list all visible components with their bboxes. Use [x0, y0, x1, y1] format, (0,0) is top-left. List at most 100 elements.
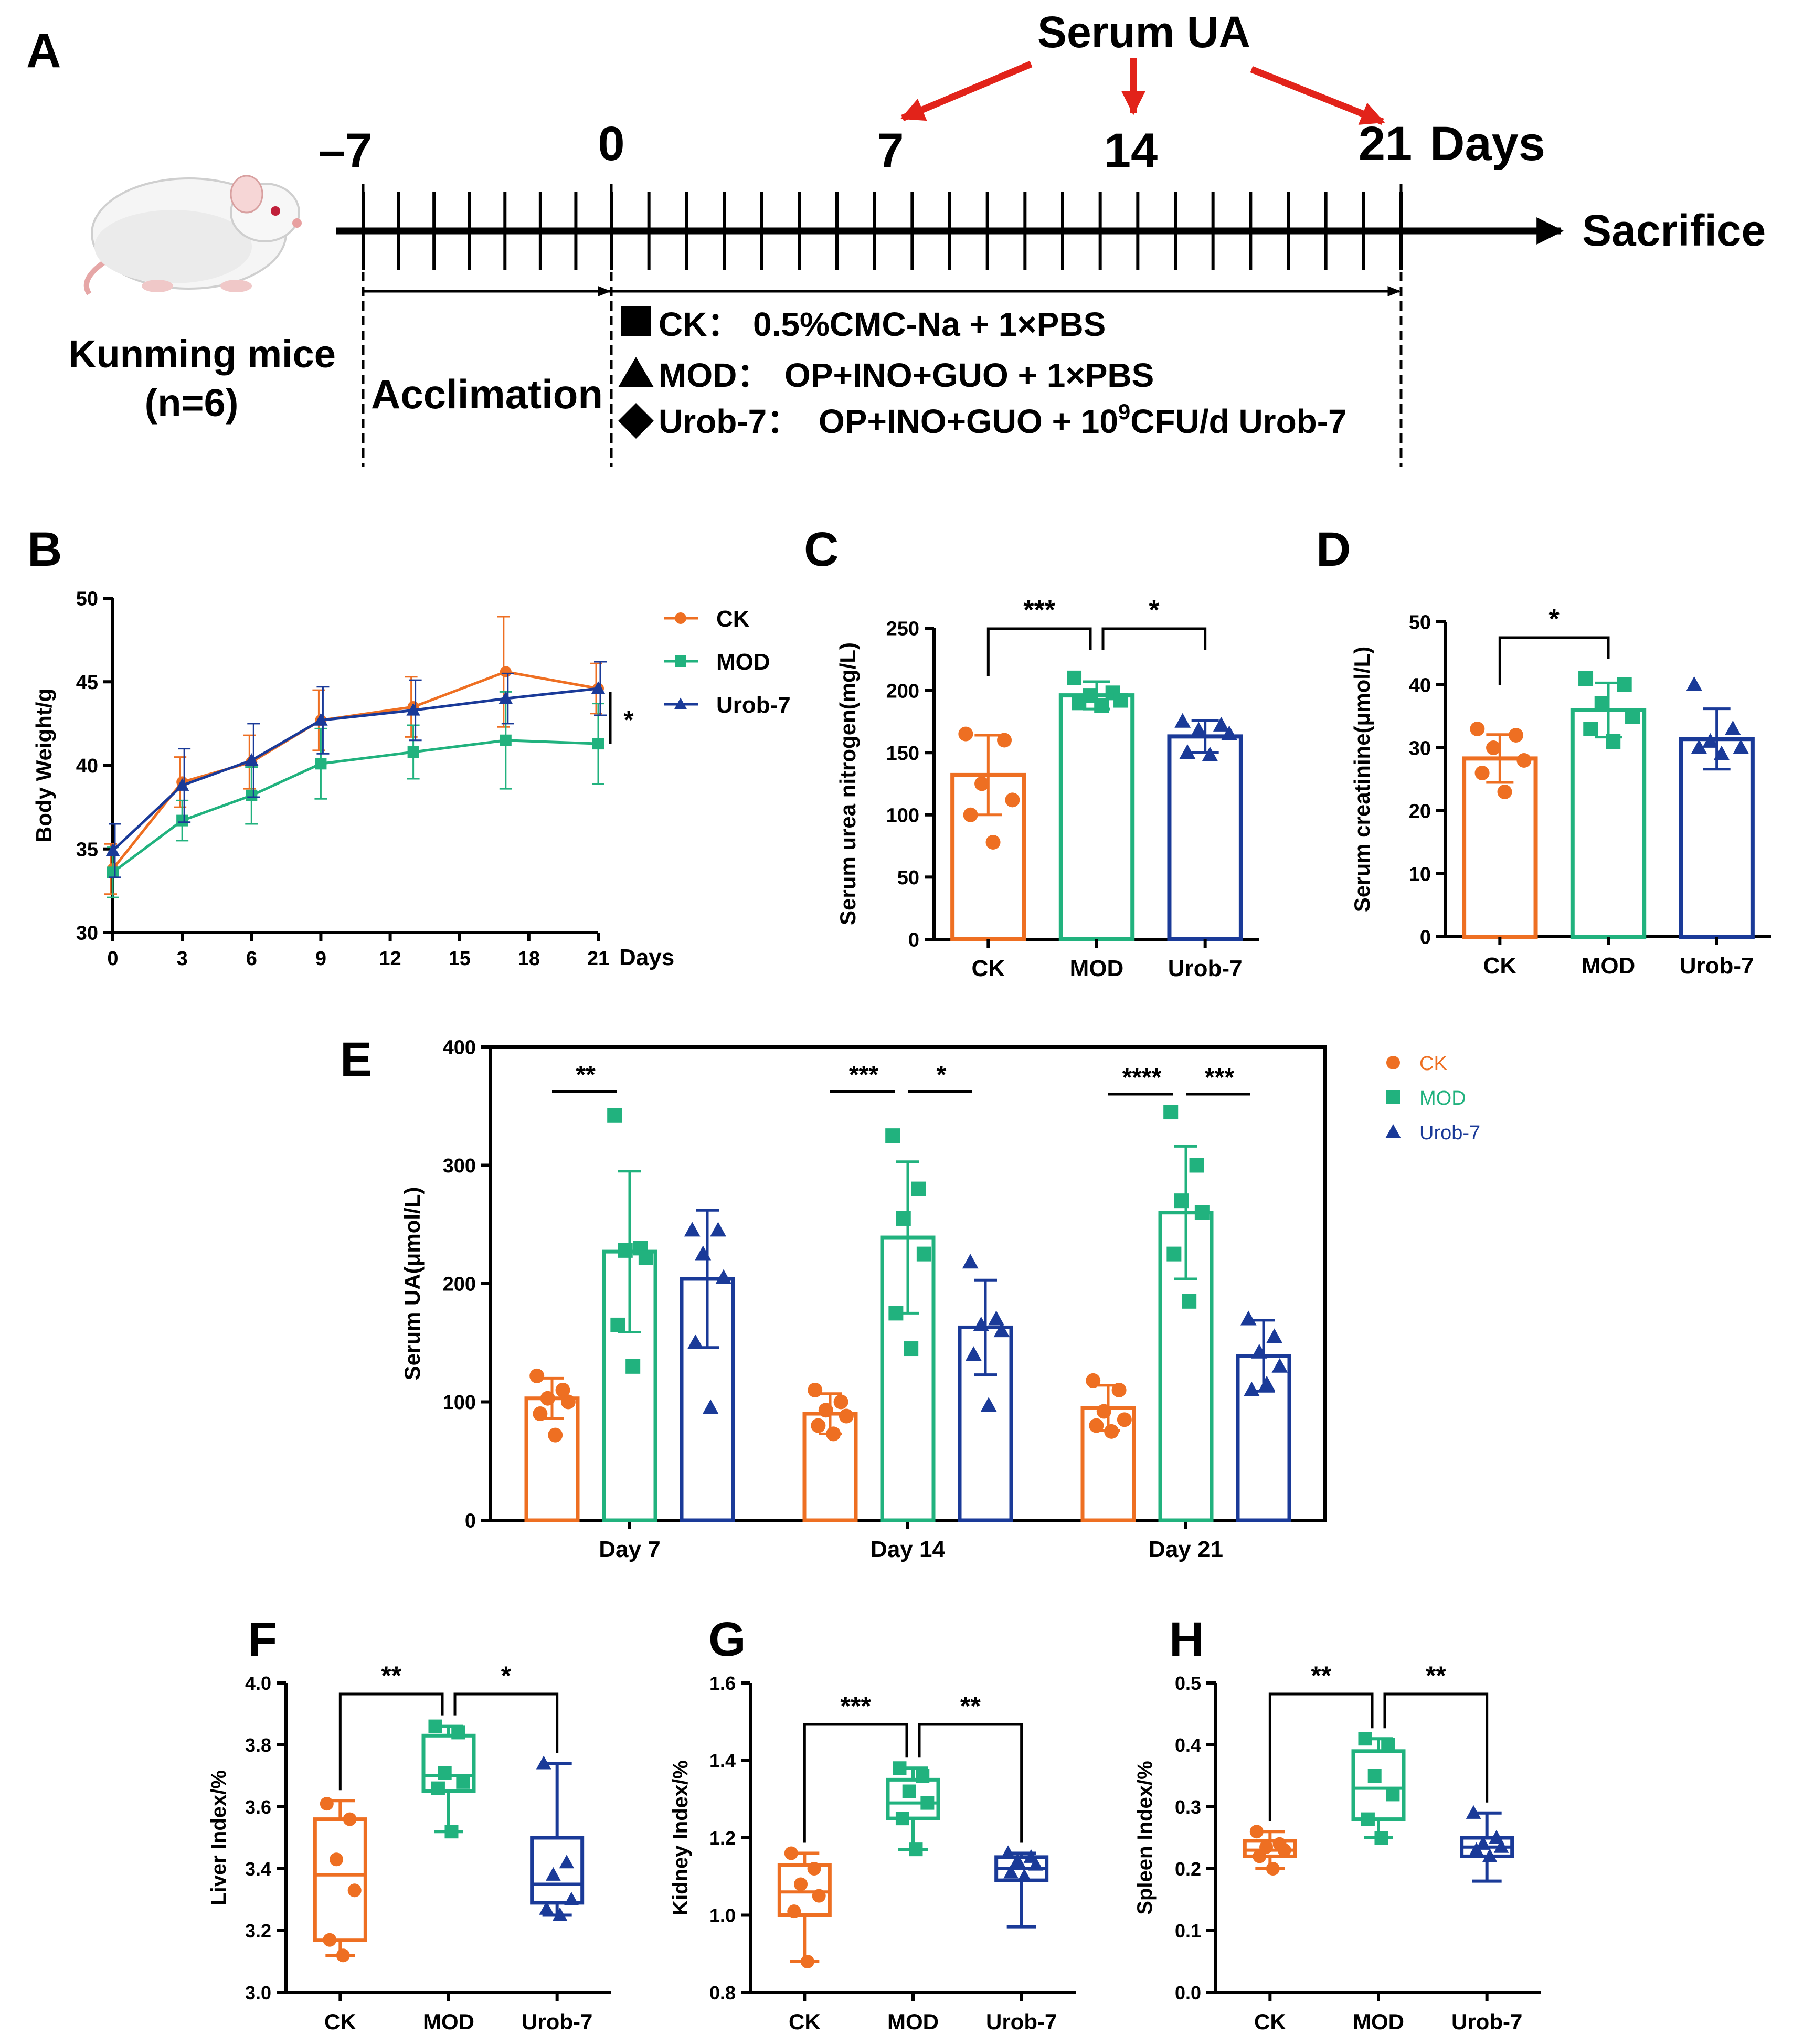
panel-label-a: A [26, 24, 61, 78]
error-bar [1174, 1145, 1197, 1280]
y-tick-label: 50 [76, 588, 98, 610]
data-point [438, 1766, 452, 1780]
data-point [1202, 746, 1218, 761]
data-point [1190, 722, 1207, 737]
data-point [431, 1781, 445, 1795]
data-point [1016, 1868, 1032, 1882]
data-point [1258, 1375, 1275, 1391]
box-group-ck [1243, 1825, 1297, 1876]
data-point [500, 734, 512, 746]
data-point [555, 1382, 570, 1397]
data-point [839, 1408, 854, 1424]
y-axis-title: Serum urea nitrogen(mg/L) [835, 642, 860, 925]
data-point [1253, 1849, 1267, 1863]
x-tick-label: MOD [423, 2009, 474, 2034]
significance-bracket: *** [986, 595, 1092, 676]
y-axis: 0 50 100 150 200 250 [886, 618, 936, 951]
bar-group-urob-7 [1679, 676, 1755, 939]
data-point [1213, 716, 1229, 732]
y-tick-label: 250 [886, 618, 919, 640]
significance-bracket: **** [1108, 1064, 1173, 1096]
data-point [695, 1245, 712, 1261]
data-point [1028, 1857, 1044, 1871]
data-point [330, 1852, 344, 1867]
data-point [175, 778, 189, 791]
group-ck-name: CK： [659, 305, 740, 343]
y-axis: 3.0 3.2 3.4 3.6 3.8 4.0 [245, 1672, 288, 2004]
data-point [993, 1322, 1010, 1338]
series-line [112, 670, 599, 870]
data-point [1179, 744, 1196, 759]
significance-bracket-line [338, 1692, 444, 1791]
data-point [1277, 1843, 1291, 1857]
data-point [246, 789, 258, 801]
data-point [107, 866, 119, 878]
box-group-ck [313, 1797, 367, 1963]
data-point [407, 746, 419, 758]
significance-label: ** [381, 1661, 401, 1690]
x-tick-label: 12 [379, 948, 401, 970]
panel-c-urea-nitrogen-chart: 0 50 100 150 200 250 Serum urea nitrogen(mg/L)… [835, 595, 1259, 981]
significance-label: ** [576, 1061, 596, 1089]
data-point [1194, 1205, 1210, 1220]
panel-a: A Serum UA –7 0 7 14 21 Days S [26, 7, 1766, 467]
data-point [909, 1842, 923, 1857]
data-point [812, 1889, 826, 1903]
data-point [607, 1108, 622, 1123]
significance-label: * [501, 1661, 512, 1690]
box-group-mod [421, 1719, 476, 1839]
legend-marker [675, 655, 686, 667]
bar-group-urob-7 [1167, 713, 1243, 941]
y-tick-label: 0.3 [1175, 1796, 1201, 1818]
series-urob-7 [105, 661, 607, 878]
data-point [456, 1775, 470, 1789]
data-point [787, 1904, 801, 1919]
legend-label: CK [716, 606, 750, 632]
significance-label: *** [1023, 595, 1055, 626]
y-tick-label: 3.0 [245, 1982, 271, 2004]
x-tick-label: Day 21 [1149, 1537, 1223, 1562]
data-point [406, 703, 420, 716]
data-point [1489, 1830, 1504, 1844]
group-mod-treatment: OP+INO+GUO + 1×PBS [784, 356, 1154, 394]
data-point [916, 1769, 930, 1783]
bar [1058, 693, 1135, 941]
x-tick-label: 15 [449, 948, 471, 970]
y-axis-title: Serum creatinine(μmol/L) [1350, 647, 1374, 912]
data-point [105, 843, 120, 856]
y-tick-label: 0.4 [1175, 1734, 1201, 1756]
significance-bracket-line [1383, 1692, 1489, 1803]
y-tick-label: 0 [465, 1510, 476, 1532]
data-point [826, 1426, 841, 1442]
data-point [1266, 1328, 1282, 1343]
data-point [1617, 677, 1632, 692]
box [777, 1863, 832, 1917]
data-point [920, 1796, 935, 1810]
timeline-days-label: Days [1430, 117, 1545, 171]
data-point [1466, 1805, 1481, 1819]
acclimation-label: Acclimation [371, 371, 603, 417]
panel-e-serum-ua-chart: 0 100 200 300 400 Serum UA(μmol/L) Day 7 Day 14… [400, 1037, 1480, 1562]
data-point [784, 1846, 798, 1860]
y-axis-title: Liver Index/% [207, 1770, 230, 1905]
data-point [958, 726, 973, 742]
panel-b-legend: CK MOD Urob-7 [664, 606, 791, 718]
y-tick-label: 1.6 [709, 1672, 736, 1694]
panel-b-body-weight-chart: 30 35 40 45 50 0 3 6 9 12 15 18 21 Days Body Weight/g *… [31, 588, 791, 970]
y-tick-label: 0 [1420, 927, 1431, 949]
group-ck-treatment: 0.5%CMC-Na + 1×PBS [753, 305, 1106, 343]
group-urob-treatment: OP+INO+GUO + 109CFU/d Urob-7 [819, 399, 1347, 440]
data-point [176, 814, 188, 827]
x-axis-title: Days [619, 945, 674, 970]
series-mod [107, 691, 604, 898]
y-tick-label: 35 [76, 839, 98, 861]
y-tick-label: 0.5 [1175, 1672, 1201, 1694]
series-ck [104, 616, 604, 895]
x-tick-label: Day 7 [599, 1537, 660, 1562]
data-point [529, 1368, 545, 1383]
data-point [559, 1855, 575, 1869]
data-point [963, 807, 978, 822]
significance-label: ** [1426, 1661, 1446, 1690]
data-point [533, 1406, 548, 1422]
data-point [336, 1948, 350, 1963]
